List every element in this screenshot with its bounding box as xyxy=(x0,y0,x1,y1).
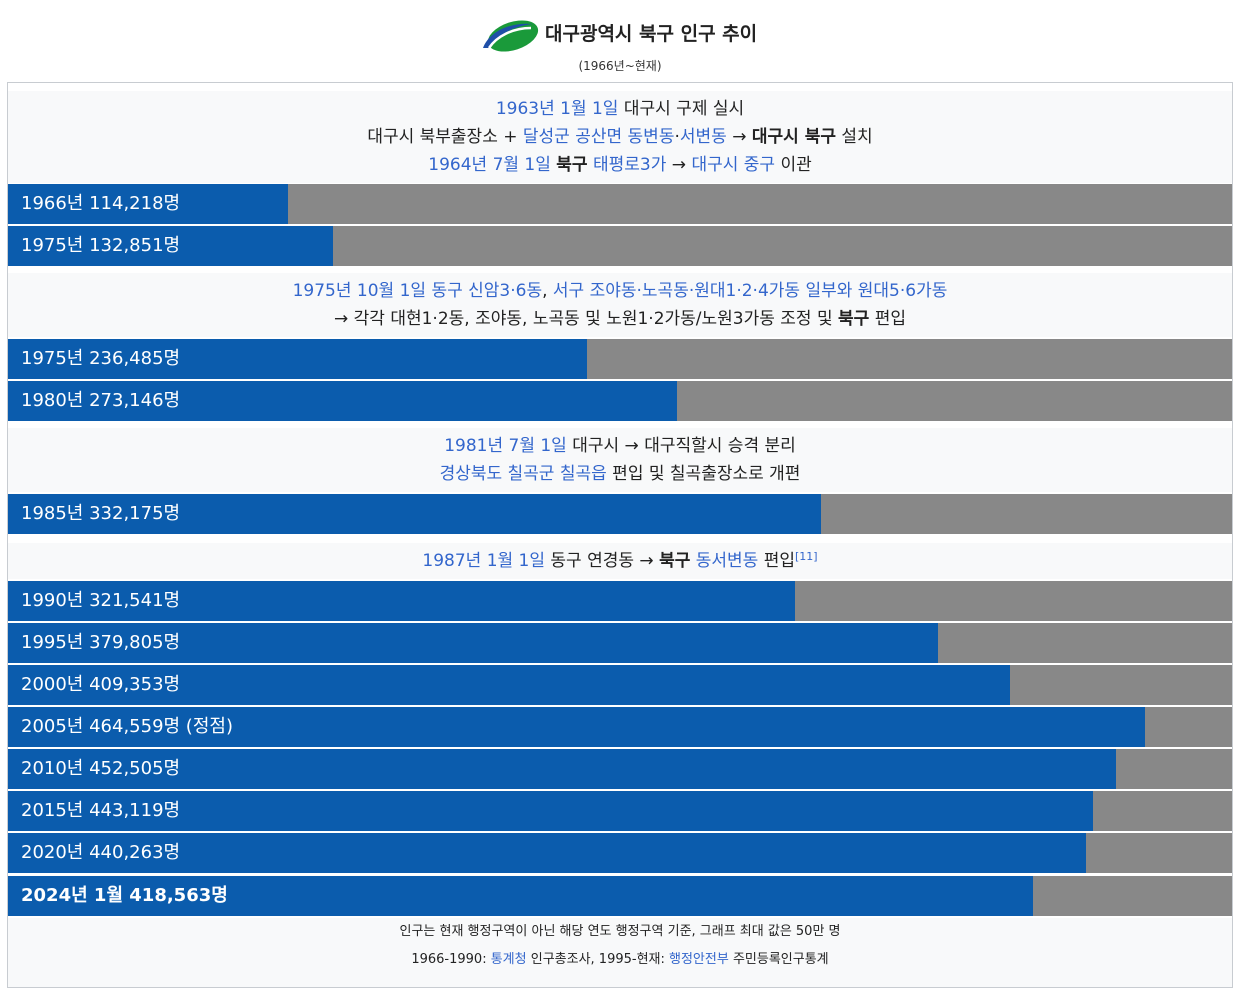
bar-label: 2024년 1월 418,563명 xyxy=(21,885,228,906)
bar-fill xyxy=(8,876,1033,916)
bar-fill xyxy=(8,226,334,266)
bar-label: 2020년 440,263명 xyxy=(21,842,181,863)
footer-note: 인구는 현재 행정구역이 아닌 해당 연도 행정구역 기준, 그래프 최대 값은… xyxy=(399,924,841,939)
history-note-4: 1987년 1월 1일 동구 연경동 → 북구 동서변동 편입[11] xyxy=(8,543,1232,579)
note-text: 편입 xyxy=(869,309,906,329)
note-text: 이관 xyxy=(775,155,812,175)
note-line: 대구시 북부출장소 + 달성군 공산면 동변동·서변동 → 대구시 북구 설치 xyxy=(8,123,1232,151)
note-text: 1966-1990: xyxy=(411,952,491,967)
note-text: 북구 xyxy=(659,551,691,571)
population-bar: 1980년 273,146명 xyxy=(8,381,1232,421)
note-text: → xyxy=(666,155,692,175)
note-link[interactable]: 1975년 10월 1일 xyxy=(292,281,427,301)
note-line: → 각각 대현1·2동, 조야동, 노곡동 및 노원1·2가동/노원3가동 조정… xyxy=(8,305,1232,333)
population-bar: 2024년 1월 418,563명 xyxy=(8,876,1232,916)
note-text: 주민등록인구통계 xyxy=(728,952,829,967)
note-link[interactable]: 태평로3가 xyxy=(592,155,667,175)
population-bar: 1985년 332,175명 xyxy=(8,494,1232,534)
bar-fill xyxy=(8,791,1093,831)
note-line: 1981년 7월 1일 대구시 → 대구직할시 승격 분리 xyxy=(8,432,1232,460)
note-text: 대구시 북부출장소 + xyxy=(367,127,523,147)
population-bar: 1966년 114,218명 xyxy=(8,184,1232,224)
note-text: 편입 및 칠곡출장소로 개편 xyxy=(606,464,801,484)
bar-label: 2010년 452,505명 xyxy=(21,758,181,779)
note-text: 설치 xyxy=(835,127,873,147)
population-bar: 2015년 443,119명 xyxy=(8,791,1232,831)
bar-label: 1966년 114,218명 xyxy=(21,193,181,214)
population-bar: 1990년 321,541명 xyxy=(8,581,1232,621)
note-link[interactable]: 서변동 xyxy=(679,127,727,147)
bar-label: 1985년 332,175명 xyxy=(21,503,181,524)
bar-label: 1990년 321,541명 xyxy=(21,590,181,611)
note-text: 대구시 → 대구직할시 승격 분리 xyxy=(566,436,796,456)
bar-label: 2000년 409,353명 xyxy=(21,674,181,695)
history-note-2: 1975년 10월 1일 동구 신암3·6동, 서구 조야동·노곡동·원대1·2… xyxy=(8,273,1232,337)
note-text: · xyxy=(674,127,680,147)
population-bar: 2020년 440,263명 xyxy=(8,833,1232,873)
citation-link[interactable]: [11] xyxy=(795,550,818,563)
population-bar: 2005년 464,559명 (정점) xyxy=(8,707,1232,747)
bar-fill xyxy=(8,749,1116,789)
note-line: 경상북도 칠곡군 칠곡읍 편입 및 칠곡출장소로 개편 xyxy=(8,460,1232,488)
note-link[interactable]: 1981년 7월 1일 xyxy=(444,436,567,456)
history-note-1: 1963년 1월 1일 대구시 구제 실시 대구시 북부출장소 + 달성군 공산면… xyxy=(8,91,1232,183)
population-bar: 1975년 132,851명 xyxy=(8,226,1232,266)
page-subtitle: (1966년~현재) xyxy=(578,59,662,73)
note-text: 동구 연경동 → xyxy=(545,551,660,571)
bar-fill xyxy=(8,184,288,224)
note-link[interactable]: 1964년 7월 1일 xyxy=(428,155,551,175)
bar-fill xyxy=(8,623,938,663)
note-text: → 각각 대현1·2동, 조야동, 노곡동 및 노원1·2가동/노원3가동 조정… xyxy=(334,309,839,329)
note-link[interactable]: 달성군 공산면 동변동 xyxy=(522,127,675,147)
bar-label: 1975년 132,851명 xyxy=(21,235,181,256)
note-link[interactable]: 동구 신암3·6동 xyxy=(431,281,543,301)
note-text: 북구 xyxy=(838,309,870,329)
bar-label: 2015년 443,119명 xyxy=(21,800,181,821)
note-line: 1964년 7월 1일 북구 태평로3가 → 대구시 중구 이관 xyxy=(8,151,1232,179)
chart-header: 대구광역시 북구 인구 추이 (1966년~현재) xyxy=(7,6,1233,83)
page-title: 대구광역시 북구 인구 추이 xyxy=(545,23,758,45)
note-link[interactable]: 동서변동 xyxy=(695,551,759,571)
bar-label: 1980년 273,146명 xyxy=(21,390,181,411)
footer-sources: 1966-1990: 통계청 인구총조사, 1995-현재: 행정안전부 주민등… xyxy=(8,946,1232,974)
note-link[interactable]: 통계청 xyxy=(490,952,527,967)
chart-footer: 인구는 현재 행정구역이 아닌 해당 연도 행정구역 기준, 그래프 최대 값은… xyxy=(8,918,1232,987)
note-line: 1963년 1월 1일 대구시 구제 실시 xyxy=(8,95,1232,123)
daegu-logo-icon xyxy=(483,20,539,52)
bar-fill xyxy=(8,581,796,621)
population-bar: 2000년 409,353명 xyxy=(8,665,1232,705)
population-bar: 1975년 236,485명 xyxy=(8,339,1232,379)
note-text: 대구시 구제 실시 xyxy=(618,99,745,119)
population-bar: 1995년 379,805명 xyxy=(8,623,1232,663)
note-line: 1987년 1월 1일 동구 연경동 → 북구 동서변동 편입[11] xyxy=(8,547,1232,575)
note-text: 편입 xyxy=(758,551,796,571)
history-note-3: 1981년 7월 1일 대구시 → 대구직할시 승격 분리 경상북도 칠곡군 칠곡… xyxy=(8,428,1232,492)
population-bar: 2010년 452,505명 xyxy=(8,749,1232,789)
note-text: 인구총조사, 1995-현재: xyxy=(526,952,670,967)
bar-label: 1975년 236,485명 xyxy=(21,348,181,369)
bar-fill xyxy=(8,339,587,379)
note-text: , xyxy=(542,281,553,301)
bar-fill xyxy=(8,665,1011,705)
bar-label: 1995년 379,805명 xyxy=(21,632,181,653)
note-text: 북구 xyxy=(556,155,588,175)
bar-label: 2005년 464,559명 (정점) xyxy=(21,716,233,737)
bar-fill xyxy=(8,707,1146,747)
bar-fill xyxy=(8,494,822,534)
bar-fill xyxy=(8,381,677,421)
note-link[interactable]: 서구 조야동·노곡동·원대1·2·4가동 일부와 원대5·6가동 xyxy=(552,281,948,301)
note-link[interactable]: 대구시 중구 xyxy=(691,155,776,175)
note-link[interactable]: 1987년 1월 1일 xyxy=(422,551,546,571)
note-link[interactable]: 1963년 1월 1일 xyxy=(495,99,619,119)
note-text: 대구시 북구 xyxy=(751,127,836,147)
note-text: → xyxy=(726,127,752,147)
note-line: 1975년 10월 1일 동구 신암3·6동, 서구 조야동·노곡동·원대1·2… xyxy=(8,277,1232,305)
note-link[interactable]: 행정안전부 xyxy=(669,952,729,967)
bar-fill xyxy=(8,833,1086,873)
note-link[interactable]: 경상북도 칠곡군 칠곡읍 xyxy=(439,464,607,484)
